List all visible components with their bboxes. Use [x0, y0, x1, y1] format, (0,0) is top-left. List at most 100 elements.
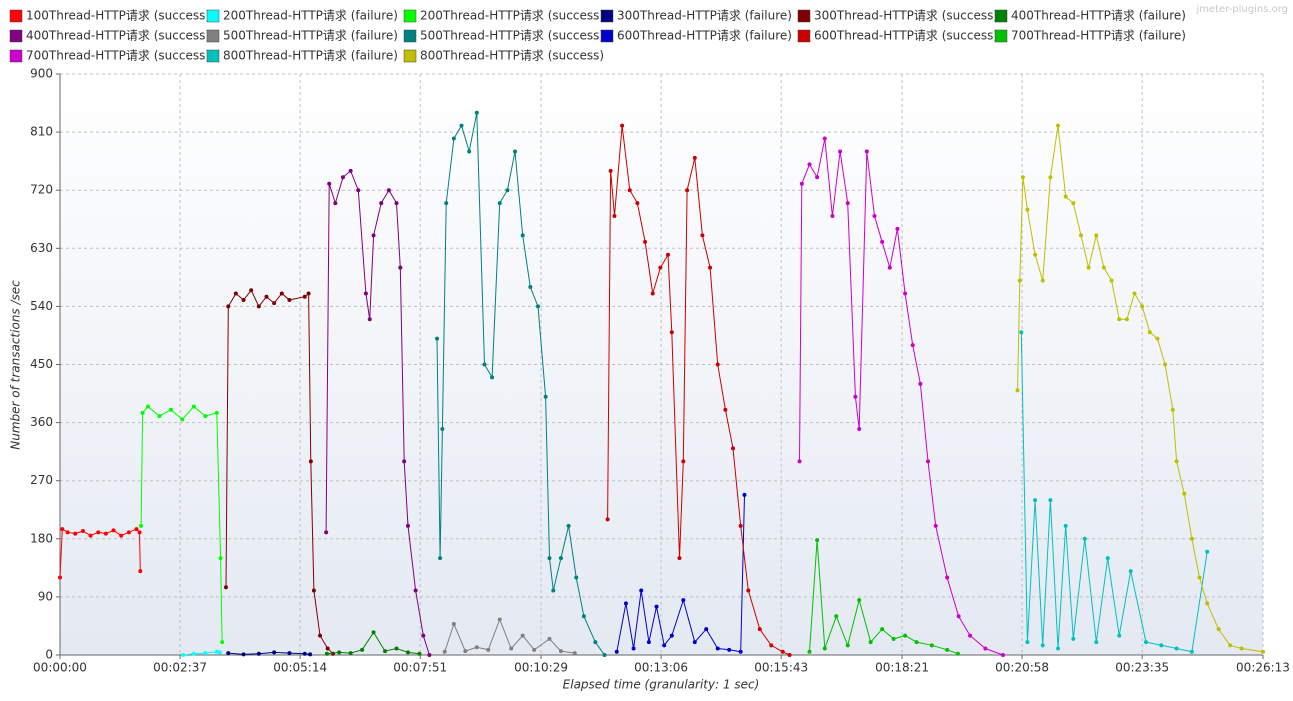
series	[614, 492, 747, 654]
data-point	[1025, 640, 1030, 645]
data-point	[327, 181, 332, 186]
data-point	[1082, 536, 1087, 541]
data-point	[383, 649, 388, 654]
data-point	[371, 630, 376, 635]
data-point	[348, 168, 353, 173]
data-point	[646, 640, 651, 645]
data-point	[363, 291, 368, 296]
data-point	[929, 643, 934, 648]
data-point	[214, 410, 219, 415]
data-point	[226, 304, 231, 309]
data-point	[780, 649, 785, 654]
data-point	[191, 404, 196, 409]
data-point	[566, 523, 571, 528]
legend-swatch	[994, 29, 1008, 43]
watermark: jmeter-plugins.org	[1195, 4, 1288, 15]
x-tick-label: 00:15:43	[754, 661, 808, 675]
data-point	[822, 646, 827, 651]
data-point	[220, 640, 225, 645]
data-point	[1020, 175, 1025, 180]
data-point	[572, 651, 577, 656]
data-point	[547, 556, 552, 561]
data-point	[677, 556, 682, 561]
y-tick-label: 540	[30, 299, 53, 313]
data-point	[509, 646, 514, 651]
data-point	[1017, 278, 1022, 283]
legend-swatch	[9, 29, 23, 43]
data-point	[727, 647, 732, 652]
data-point	[214, 649, 219, 654]
data-point	[880, 239, 885, 244]
data-point	[180, 417, 185, 422]
data-point	[256, 304, 261, 309]
data-point	[451, 622, 456, 627]
data-point	[532, 647, 537, 652]
data-point	[308, 459, 313, 464]
data-point	[1216, 627, 1221, 632]
legend-swatch	[403, 9, 417, 23]
data-point	[413, 588, 418, 593]
data-point	[1101, 265, 1106, 270]
data-point	[333, 201, 338, 206]
y-tick-label: 630	[30, 241, 53, 255]
data-point	[681, 598, 686, 603]
data-point	[723, 407, 728, 412]
data-point	[620, 123, 625, 128]
data-point	[1063, 523, 1068, 528]
data-point	[715, 646, 720, 651]
data-point	[444, 201, 449, 206]
data-point	[287, 297, 292, 302]
data-point	[654, 604, 659, 609]
series-line	[444, 618, 575, 654]
series	[797, 136, 1005, 657]
data-point	[1228, 643, 1233, 648]
series	[58, 527, 143, 580]
data-point	[669, 330, 674, 335]
legend-label: 700Thread-HTTP请求 (success)	[26, 49, 210, 63]
data-point	[157, 414, 162, 419]
data-point	[1019, 330, 1024, 335]
data-point	[738, 649, 743, 654]
series-line	[1017, 125, 1264, 653]
data-point	[815, 538, 820, 543]
data-point	[58, 575, 62, 580]
data-point	[918, 381, 923, 386]
data-point	[272, 650, 277, 655]
data-point	[738, 523, 743, 528]
data-point	[558, 649, 563, 654]
data-point	[306, 291, 311, 296]
data-point	[1015, 388, 1020, 393]
data-point	[398, 265, 403, 270]
data-point	[65, 530, 70, 535]
data-point	[822, 136, 827, 141]
data-point	[807, 649, 812, 654]
y-tick-label: 900	[30, 67, 53, 81]
data-point	[658, 265, 663, 270]
data-point	[731, 446, 736, 451]
data-point	[311, 588, 316, 593]
data-point	[490, 375, 495, 380]
series	[435, 110, 607, 657]
data-point	[685, 188, 690, 193]
data-point	[181, 653, 186, 657]
data-point	[1094, 233, 1099, 238]
data-point	[1048, 175, 1053, 180]
data-point	[140, 410, 145, 415]
legend-swatch	[600, 9, 614, 23]
data-point	[1040, 643, 1045, 648]
data-point	[669, 633, 674, 638]
data-point	[708, 265, 713, 270]
data-point	[451, 136, 456, 141]
data-point	[574, 575, 579, 580]
data-point	[1143, 640, 1148, 645]
data-point	[891, 636, 896, 641]
data-point	[386, 188, 391, 193]
data-point	[700, 233, 705, 238]
data-point	[968, 633, 973, 638]
data-point	[1033, 498, 1038, 503]
data-point	[308, 652, 313, 657]
data-point	[838, 149, 843, 154]
y-tick-label: 0	[45, 648, 53, 662]
data-point	[605, 517, 610, 522]
data-point	[417, 651, 422, 656]
